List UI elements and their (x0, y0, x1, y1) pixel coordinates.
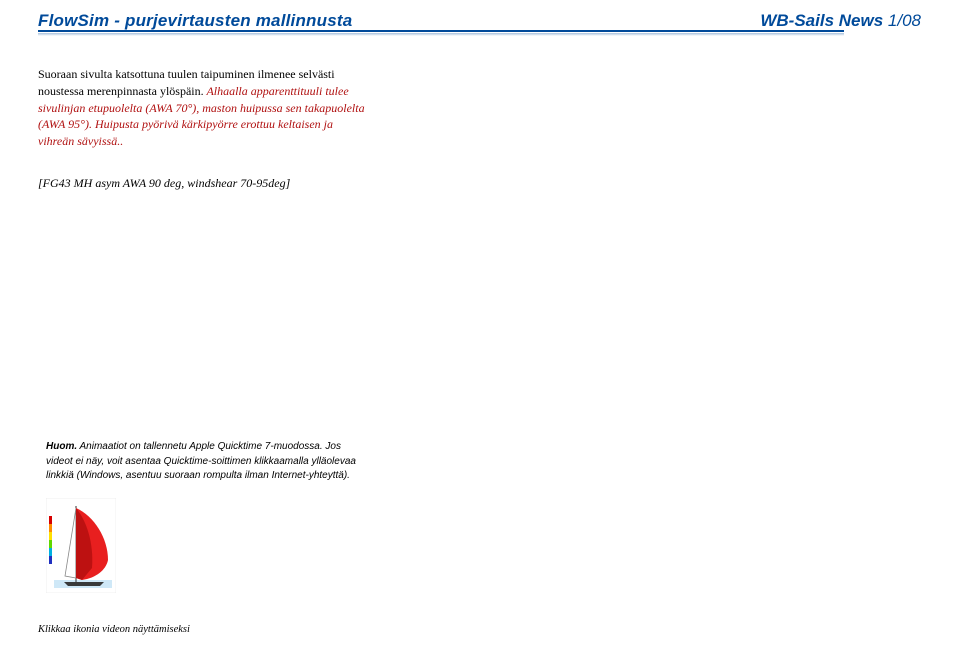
note-block: Huom. Animaatiot on tallennetu Apple Qui… (46, 440, 366, 484)
sail-thumbnail-icon (46, 498, 116, 593)
header-title-right: WB-Sails News 1/08 (760, 11, 921, 31)
note-paragraph: Huom. Animaatiot on tallennetu Apple Qui… (46, 440, 366, 484)
header-underline-shadow (38, 33, 844, 36)
thumbnail-caption: Klikkaa ikonia videon näyttämiseksi (38, 624, 190, 635)
left-column: Suoraan sivulta katsottuna tuulen taipum… (38, 66, 368, 191)
note-label: Huom. (46, 441, 77, 452)
header-underline (38, 30, 844, 32)
video-thumbnail[interactable] (46, 498, 116, 593)
intro-paragraph: Suoraan sivulta katsottuna tuulen taipum… (38, 66, 368, 150)
header-brand: WB-Sails News (760, 11, 888, 30)
note-body: Animaatiot on tallennetu Apple Quicktime… (46, 441, 356, 481)
header-title-left: FlowSim - purjevirtausten mallinnusta (38, 11, 352, 31)
header-issue: 1/08 (888, 11, 921, 30)
page-header: FlowSim - purjevirtausten mallinnusta WB… (0, 0, 959, 36)
bracket-caption: [FG43 MH asym AWA 90 deg, windshear 70-9… (38, 176, 368, 191)
